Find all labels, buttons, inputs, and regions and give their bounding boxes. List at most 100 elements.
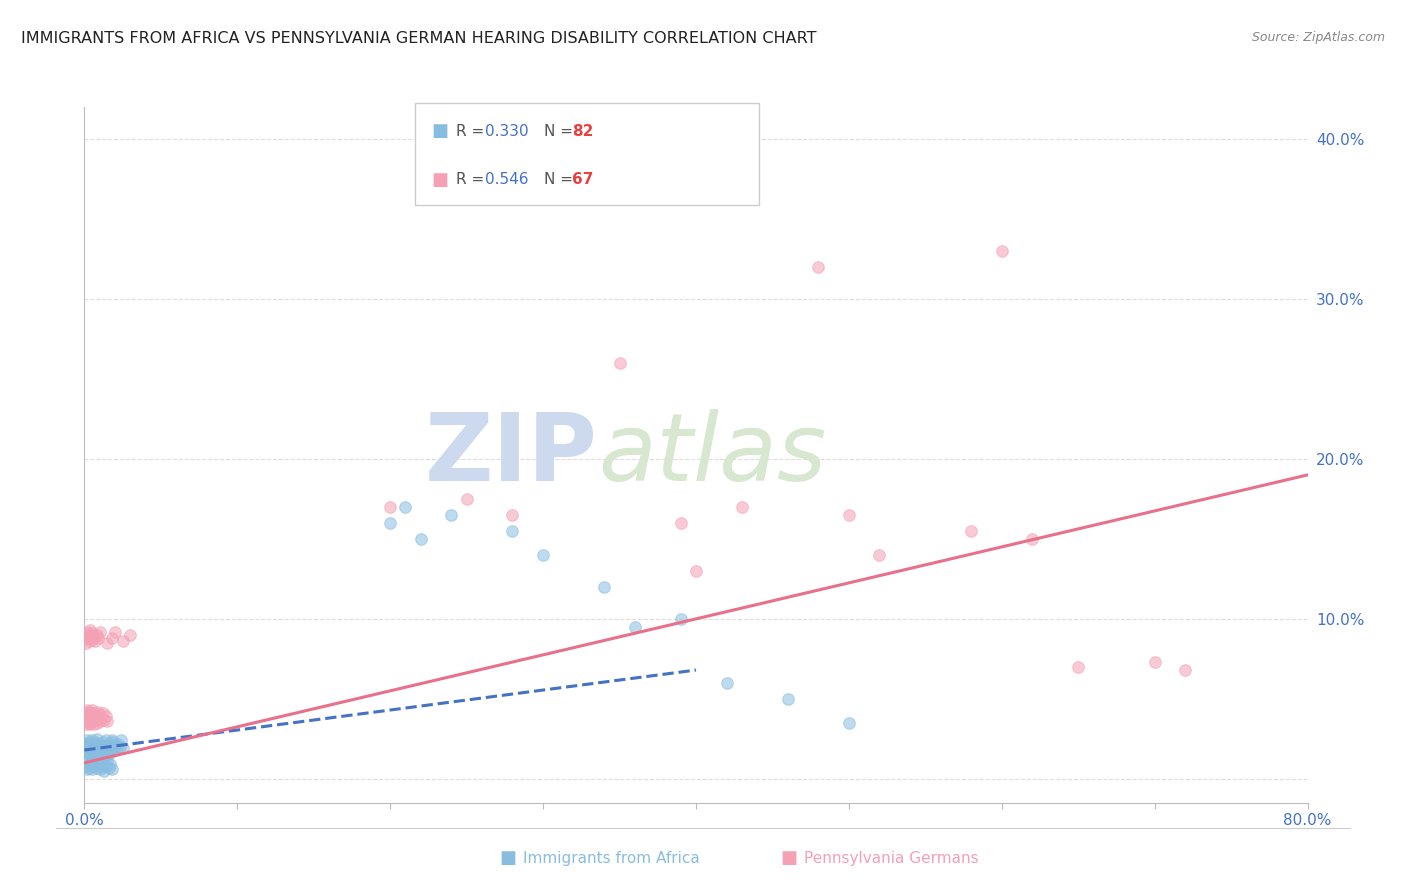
Point xyxy=(83,759,105,773)
Text: 0.330: 0.330 xyxy=(485,124,529,139)
Text: ■: ■ xyxy=(780,849,797,867)
Point xyxy=(98,757,121,772)
Point xyxy=(96,741,118,756)
Text: Pennsylvania Germans: Pennsylvania Germans xyxy=(804,851,979,865)
Point xyxy=(83,739,105,754)
Point xyxy=(93,713,115,727)
Point xyxy=(80,703,103,717)
Point xyxy=(75,743,97,757)
Point xyxy=(86,761,108,775)
Point xyxy=(76,624,98,639)
Point xyxy=(75,705,97,719)
Point xyxy=(96,636,118,650)
Point xyxy=(84,634,107,648)
Point xyxy=(79,711,101,725)
Point xyxy=(731,500,754,514)
Point xyxy=(593,580,616,594)
Point xyxy=(84,706,107,721)
Point xyxy=(84,713,107,727)
Point xyxy=(79,717,101,731)
Text: R =: R = xyxy=(456,172,489,187)
Point xyxy=(1067,660,1090,674)
Point xyxy=(77,706,100,721)
Point xyxy=(76,714,98,729)
Point xyxy=(104,624,127,639)
Point xyxy=(98,746,121,760)
Point xyxy=(76,703,98,717)
Point xyxy=(83,717,105,731)
Point xyxy=(380,500,402,514)
Point xyxy=(90,711,112,725)
Point xyxy=(77,735,100,749)
Point xyxy=(94,709,117,723)
Text: R =: R = xyxy=(456,124,489,139)
Point xyxy=(86,745,108,759)
Point xyxy=(456,491,478,506)
Point xyxy=(94,733,117,747)
Point xyxy=(91,706,114,721)
Point xyxy=(98,737,121,751)
Point xyxy=(101,631,124,645)
Point xyxy=(75,717,97,731)
Point xyxy=(87,746,110,760)
Text: ■: ■ xyxy=(499,849,516,867)
Point xyxy=(87,631,110,645)
Point xyxy=(97,743,120,757)
Text: 67: 67 xyxy=(572,172,593,187)
Point xyxy=(79,623,101,637)
Point xyxy=(91,741,114,756)
Point xyxy=(110,733,132,747)
Point xyxy=(79,741,101,756)
Point xyxy=(94,739,117,754)
Point xyxy=(101,739,124,754)
Point xyxy=(80,743,103,757)
Point xyxy=(960,524,983,538)
Point xyxy=(103,741,125,756)
Point xyxy=(77,634,100,648)
Point xyxy=(80,626,103,640)
Text: Source: ZipAtlas.com: Source: ZipAtlas.com xyxy=(1251,31,1385,45)
Point xyxy=(84,756,107,770)
Point xyxy=(77,761,100,775)
Point xyxy=(77,738,100,752)
Point xyxy=(776,691,799,706)
Point xyxy=(77,709,100,723)
Point xyxy=(90,738,112,752)
Point xyxy=(87,757,110,772)
Point xyxy=(90,756,112,770)
Point xyxy=(91,759,114,773)
Point xyxy=(75,759,97,773)
Point xyxy=(103,735,125,749)
Point xyxy=(105,743,128,757)
Point xyxy=(80,714,103,729)
Text: 82: 82 xyxy=(572,124,593,139)
Point xyxy=(83,711,105,725)
Point xyxy=(97,738,120,752)
Point xyxy=(86,715,108,730)
Point xyxy=(93,745,115,759)
Point xyxy=(86,731,108,746)
Text: ZIP: ZIP xyxy=(425,409,598,501)
Point xyxy=(76,756,98,770)
Point xyxy=(77,628,100,642)
Point xyxy=(380,516,402,530)
Point xyxy=(76,746,98,760)
Point xyxy=(669,516,692,530)
Point xyxy=(669,612,692,626)
Point xyxy=(101,762,124,776)
Point xyxy=(89,707,111,722)
Text: ■: ■ xyxy=(432,170,449,188)
Point xyxy=(111,741,134,756)
Point xyxy=(107,737,129,751)
Point xyxy=(80,707,103,722)
Point xyxy=(75,737,97,751)
Text: ■: ■ xyxy=(432,122,449,140)
Point xyxy=(1021,532,1043,546)
Text: 0.546: 0.546 xyxy=(485,172,529,187)
Point xyxy=(111,634,134,648)
Point xyxy=(609,356,631,370)
Point xyxy=(87,711,110,725)
Point xyxy=(1143,655,1166,669)
Point xyxy=(502,524,524,538)
Point xyxy=(86,628,108,642)
